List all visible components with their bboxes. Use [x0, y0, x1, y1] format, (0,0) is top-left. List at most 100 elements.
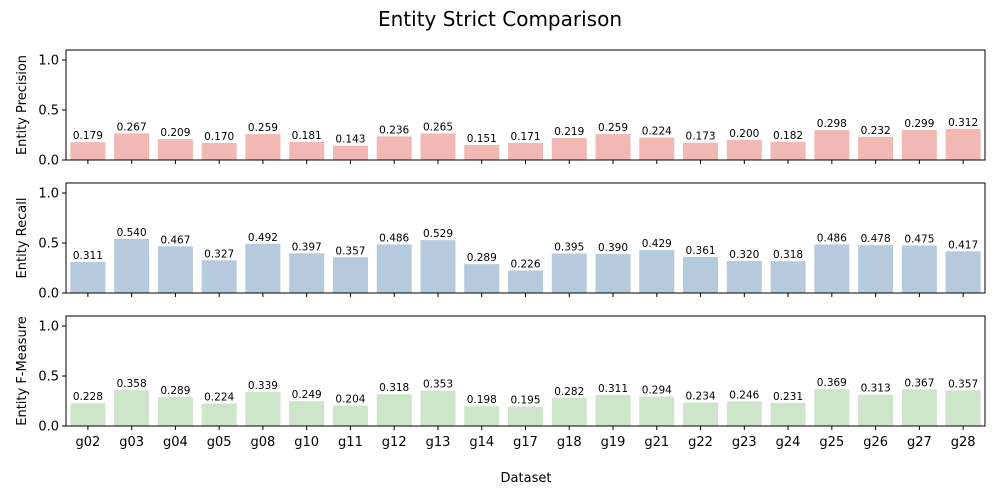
data-label-g19: 0.259 — [598, 122, 628, 134]
bar-g21 — [639, 396, 675, 426]
x-tick-label-g12: g12 — [382, 435, 407, 450]
bar-g04 — [157, 246, 193, 293]
y-tick-label: 1.0 — [38, 320, 59, 335]
bar-g05 — [201, 403, 237, 426]
bar-g13 — [420, 133, 456, 160]
bar-g22 — [683, 256, 719, 293]
data-label-g26: 0.313 — [861, 383, 891, 395]
y-tick-label: 0.0 — [38, 420, 59, 435]
bar-g05 — [201, 260, 237, 293]
bar-g02 — [70, 142, 106, 160]
bar-g04 — [157, 139, 193, 160]
bar-g23 — [726, 401, 762, 426]
x-tick-label-g19: g19 — [601, 435, 626, 450]
data-label-g18: 0.282 — [554, 386, 584, 398]
bar-g17 — [508, 142, 544, 160]
bar-g03 — [114, 133, 150, 160]
bar-g11 — [332, 257, 368, 293]
data-label-g26: 0.478 — [861, 233, 891, 245]
bar-g25 — [814, 389, 850, 426]
y-tick-label: 1.0 — [38, 54, 59, 69]
data-label-g28: 0.417 — [948, 239, 978, 251]
data-label-g22: 0.173 — [686, 131, 716, 143]
data-label-g18: 0.219 — [554, 126, 584, 138]
y-tick-label: 0.0 — [38, 287, 59, 302]
bar-g12 — [376, 394, 412, 426]
x-tick-label-g08: g08 — [251, 435, 276, 450]
bar-g13 — [420, 240, 456, 293]
data-label-g14: 0.151 — [467, 133, 497, 145]
y-tick-label: 0.0 — [38, 154, 59, 169]
data-label-g26: 0.232 — [861, 125, 891, 137]
x-axis-label: Dataset — [501, 471, 552, 486]
bar-g12 — [376, 244, 412, 293]
bar-g08 — [245, 392, 281, 426]
bar-g10 — [289, 401, 325, 426]
bar-g08 — [245, 243, 281, 293]
data-label-g24: 0.318 — [773, 249, 803, 261]
x-tick-label-g27: g27 — [907, 435, 932, 450]
bar-g18 — [551, 397, 587, 426]
bar-g27 — [901, 389, 937, 426]
data-label-g24: 0.182 — [773, 130, 803, 142]
data-label-g11: 0.357 — [335, 245, 365, 257]
data-label-g14: 0.289 — [467, 252, 497, 264]
subplot-1: 0.179 0.267 0.209 0.170 0.259 0.181 0.143 0.236… — [15, 49, 986, 169]
data-label-g03: 0.358 — [117, 378, 147, 390]
x-tick-label-g28: g28 — [951, 435, 976, 450]
data-label-g22: 0.234 — [686, 391, 716, 403]
bar-g14 — [464, 406, 500, 426]
subplot-3: 0.228 0.358 0.289 0.224 0.339 0.249 0.204 0.318… — [15, 315, 986, 450]
data-label-g13: 0.353 — [423, 379, 453, 391]
data-label-g25: 0.486 — [817, 232, 847, 244]
bar-g26 — [858, 245, 894, 293]
bar-g26 — [858, 394, 894, 426]
x-tick-label-g05: g05 — [207, 435, 232, 450]
bar-g03 — [114, 239, 150, 293]
y-axis-label: Entity Recall — [15, 198, 30, 279]
bar-g10 — [289, 253, 325, 293]
bar-g23 — [726, 140, 762, 160]
y-axis-label: Entity F-Measure — [15, 316, 30, 426]
bar-g02 — [70, 261, 106, 293]
x-tick-label-g13: g13 — [426, 435, 451, 450]
x-tick-label-g22: g22 — [688, 435, 713, 450]
x-tick-label-g26: g26 — [863, 435, 888, 450]
bar-g08 — [245, 134, 281, 160]
y-tick-label: 0.5 — [38, 370, 59, 385]
data-label-g17: 0.171 — [510, 131, 540, 143]
data-label-g12: 0.318 — [379, 382, 409, 394]
bar-g21 — [639, 137, 675, 160]
data-label-g11: 0.204 — [335, 394, 365, 406]
data-label-g04: 0.289 — [160, 385, 190, 397]
x-tick-label-g11: g11 — [338, 435, 363, 450]
data-label-g12: 0.486 — [379, 232, 409, 244]
data-label-g24: 0.231 — [773, 391, 803, 403]
data-label-g19: 0.390 — [598, 242, 628, 254]
data-label-g21: 0.224 — [642, 126, 672, 138]
bar-g18 — [551, 253, 587, 293]
x-tick-label-g03: g03 — [119, 435, 144, 450]
bar-g28 — [945, 251, 981, 293]
bar-g12 — [376, 136, 412, 160]
y-tick-label: 1.0 — [38, 187, 59, 202]
data-label-g05: 0.327 — [204, 248, 234, 260]
data-label-g28: 0.312 — [948, 117, 978, 129]
x-tick-label-g23: g23 — [732, 435, 757, 450]
bar-g19 — [595, 134, 631, 160]
data-label-g23: 0.200 — [729, 128, 759, 140]
bar-g11 — [332, 145, 368, 160]
data-label-g27: 0.475 — [904, 234, 934, 246]
data-label-g03: 0.540 — [117, 227, 147, 239]
x-tick-label-g10: g10 — [294, 435, 319, 450]
x-tick-label-g25: g25 — [819, 435, 844, 450]
data-label-g05: 0.224 — [204, 392, 234, 404]
x-tick-label-g04: g04 — [163, 435, 188, 450]
bar-g22 — [683, 402, 719, 426]
data-label-g22: 0.361 — [686, 245, 716, 257]
data-label-g10: 0.249 — [292, 389, 322, 401]
bar-g24 — [770, 261, 806, 293]
data-label-g04: 0.467 — [160, 234, 190, 246]
data-label-g14: 0.198 — [467, 394, 497, 406]
data-label-g11: 0.143 — [335, 134, 365, 146]
